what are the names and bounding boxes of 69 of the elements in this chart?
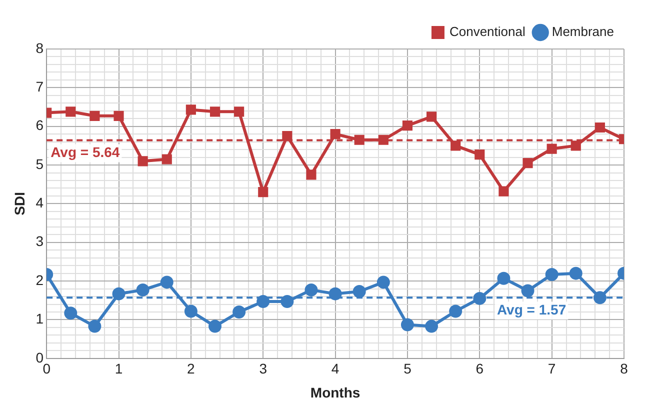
point: [400, 318, 414, 332]
legend-label: Conventional: [449, 24, 526, 40]
point: [449, 304, 462, 318]
point: [160, 276, 174, 289]
ref-line-label: Avg = 1.57: [496, 302, 566, 318]
x-tick-label: 6: [476, 360, 484, 377]
point: [162, 154, 172, 164]
point: [570, 140, 581, 151]
point: [594, 122, 605, 133]
point: [136, 283, 150, 296]
point: [474, 150, 485, 160]
point: [234, 106, 244, 117]
point: [378, 134, 388, 145]
point: [376, 276, 390, 289]
point: [402, 120, 413, 131]
point: [66, 106, 76, 117]
point: [138, 156, 148, 166]
x-axis-title: Months: [310, 384, 360, 400]
point: [88, 320, 102, 333]
point: [450, 140, 461, 151]
point: [569, 266, 582, 280]
point: [330, 129, 340, 140]
point: [280, 295, 294, 308]
point: [328, 287, 342, 300]
y-tick-label: 2: [36, 272, 44, 288]
point: [112, 287, 126, 300]
point: [184, 304, 198, 318]
y-axis-title: SDI: [11, 192, 28, 216]
point: [210, 106, 220, 117]
y-tick-label: 3: [36, 233, 44, 250]
x-tick-label: 2: [187, 360, 196, 377]
point: [258, 187, 268, 198]
point: [186, 104, 196, 115]
point: [282, 130, 292, 142]
point: [64, 306, 78, 320]
point: [521, 284, 534, 298]
point: [545, 268, 558, 281]
y-tick-label: 1: [36, 310, 44, 327]
x-tick-label: 3: [259, 360, 268, 377]
x-tick-label: 5: [404, 360, 412, 377]
point: [256, 295, 270, 308]
x-tick-label: 7: [548, 360, 556, 377]
y-tick-label: 4: [36, 194, 44, 211]
point: [232, 305, 246, 318]
point: [498, 186, 509, 196]
point: [593, 291, 606, 304]
point: [208, 320, 222, 333]
point: [304, 283, 318, 296]
point: [352, 284, 366, 298]
point: [473, 292, 486, 305]
legend-label: Membrane: [552, 24, 614, 40]
ref-line-label: Avg = 5.64: [50, 144, 120, 160]
x-tick-label: 8: [620, 360, 628, 377]
x-tick-label: 4: [331, 360, 340, 377]
point: [426, 112, 437, 122]
point: [546, 144, 557, 154]
point: [90, 110, 100, 121]
x-tick-label: 1: [114, 360, 123, 377]
y-tick-label: 0: [36, 349, 44, 366]
point: [522, 158, 533, 168]
y-tick-label: 5: [36, 156, 44, 172]
point: [425, 320, 438, 333]
y-tick-label: 8: [36, 40, 44, 56]
point: [114, 110, 124, 121]
point: [306, 170, 316, 180]
point: [354, 134, 364, 145]
y-tick-label: 7: [36, 78, 44, 95]
y-tick-label: 6: [36, 117, 44, 134]
point: [497, 272, 510, 285]
